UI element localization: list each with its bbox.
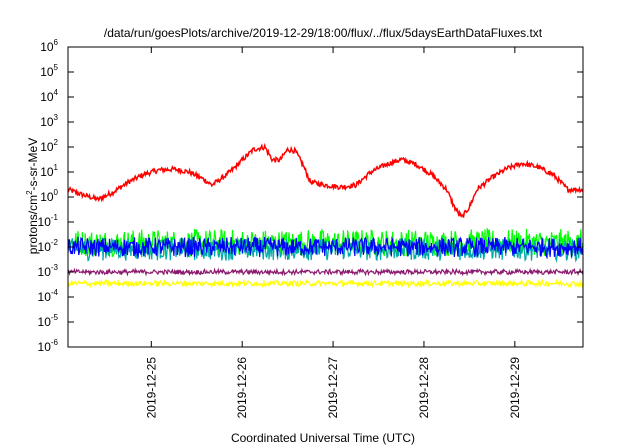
y-tick-label: 10-2 bbox=[38, 238, 59, 254]
y-tick-base: 10 bbox=[40, 165, 54, 179]
y-tick-exp: 3 bbox=[54, 113, 59, 122]
y-axis-label: protons/cm2-s-sr-MeV bbox=[25, 138, 40, 254]
chart-title: /data/run/goesPlots/archive/2019-12-29/1… bbox=[104, 26, 543, 40]
y-tick-label: 106 bbox=[40, 38, 58, 54]
y-tick-base: 10 bbox=[40, 40, 54, 54]
x-axis: 2019-12-25 2019-12-26 2019-12-27 2019-12-28… bbox=[144, 47, 522, 418]
svg-text:protons/cm2-s-sr-MeV: protons/cm2-s-sr-MeV bbox=[25, 138, 40, 254]
y-tick-base: 10 bbox=[38, 265, 52, 279]
y-tick-label: 105 bbox=[40, 63, 58, 79]
series-layer bbox=[68, 142, 583, 289]
y-axis: 10-610-510-410-310-210-11001011021031041… bbox=[38, 38, 583, 354]
series-line-4 bbox=[68, 267, 583, 277]
y-tick-label: 10-5 bbox=[38, 313, 59, 329]
y-tick-base: 10 bbox=[40, 190, 54, 204]
y-tick-base: 10 bbox=[40, 65, 54, 79]
y-tick-exp: -4 bbox=[51, 288, 59, 297]
y-axis-label-suffix: -s-sr-MeV bbox=[26, 138, 40, 191]
x-tick-label: 2019-12-29 bbox=[508, 357, 522, 419]
y-axis-label-prefix: protons/cm bbox=[26, 195, 40, 254]
x-tick-label: 2019-12-26 bbox=[235, 357, 249, 419]
y-tick-base: 10 bbox=[38, 315, 52, 329]
x-tick-label: 2019-12-27 bbox=[326, 357, 340, 419]
y-tick-base: 10 bbox=[40, 140, 54, 154]
y-tick-exp: -6 bbox=[51, 338, 59, 347]
series-line-5 bbox=[68, 278, 583, 289]
y-tick-exp: -3 bbox=[51, 263, 59, 272]
y-tick-label: 104 bbox=[40, 88, 58, 104]
y-tick-label: 10-1 bbox=[38, 213, 59, 229]
y-tick-exp: 2 bbox=[54, 138, 59, 147]
y-tick-label: 101 bbox=[40, 163, 58, 179]
x-tick-label: 2019-12-28 bbox=[417, 357, 431, 419]
x-axis-label: Coordinated Universal Time (UTC) bbox=[231, 431, 415, 445]
y-tick-exp: 0 bbox=[54, 188, 59, 197]
x-tick-label: 2019-12-25 bbox=[144, 357, 158, 419]
y-tick-label: 100 bbox=[40, 188, 58, 204]
y-tick-exp: 4 bbox=[54, 88, 59, 97]
y-tick-base: 10 bbox=[38, 290, 52, 304]
y-tick-base: 10 bbox=[40, 90, 54, 104]
y-tick-label: 103 bbox=[40, 113, 58, 129]
series-line-0 bbox=[68, 142, 583, 218]
y-tick-exp: -1 bbox=[51, 213, 59, 222]
y-tick-base: 10 bbox=[38, 215, 52, 229]
y-tick-base: 10 bbox=[38, 340, 52, 354]
y-tick-exp: 1 bbox=[54, 163, 59, 172]
series-line-3 bbox=[68, 235, 583, 259]
y-tick-label: 10-4 bbox=[38, 288, 59, 304]
y-tick-exp: -5 bbox=[51, 313, 59, 322]
y-tick-exp: 5 bbox=[54, 63, 59, 72]
plot-frame bbox=[67, 46, 584, 348]
y-tick-label: 10-6 bbox=[38, 338, 59, 354]
y-axis-label-sup: 2 bbox=[25, 190, 34, 195]
y-tick-label: 10-3 bbox=[38, 263, 59, 279]
y-tick-label: 102 bbox=[40, 138, 58, 154]
y-tick-exp: -2 bbox=[51, 238, 59, 247]
y-tick-base: 10 bbox=[40, 115, 54, 129]
y-tick-base: 10 bbox=[38, 240, 52, 254]
y-tick-exp: 6 bbox=[54, 38, 59, 47]
